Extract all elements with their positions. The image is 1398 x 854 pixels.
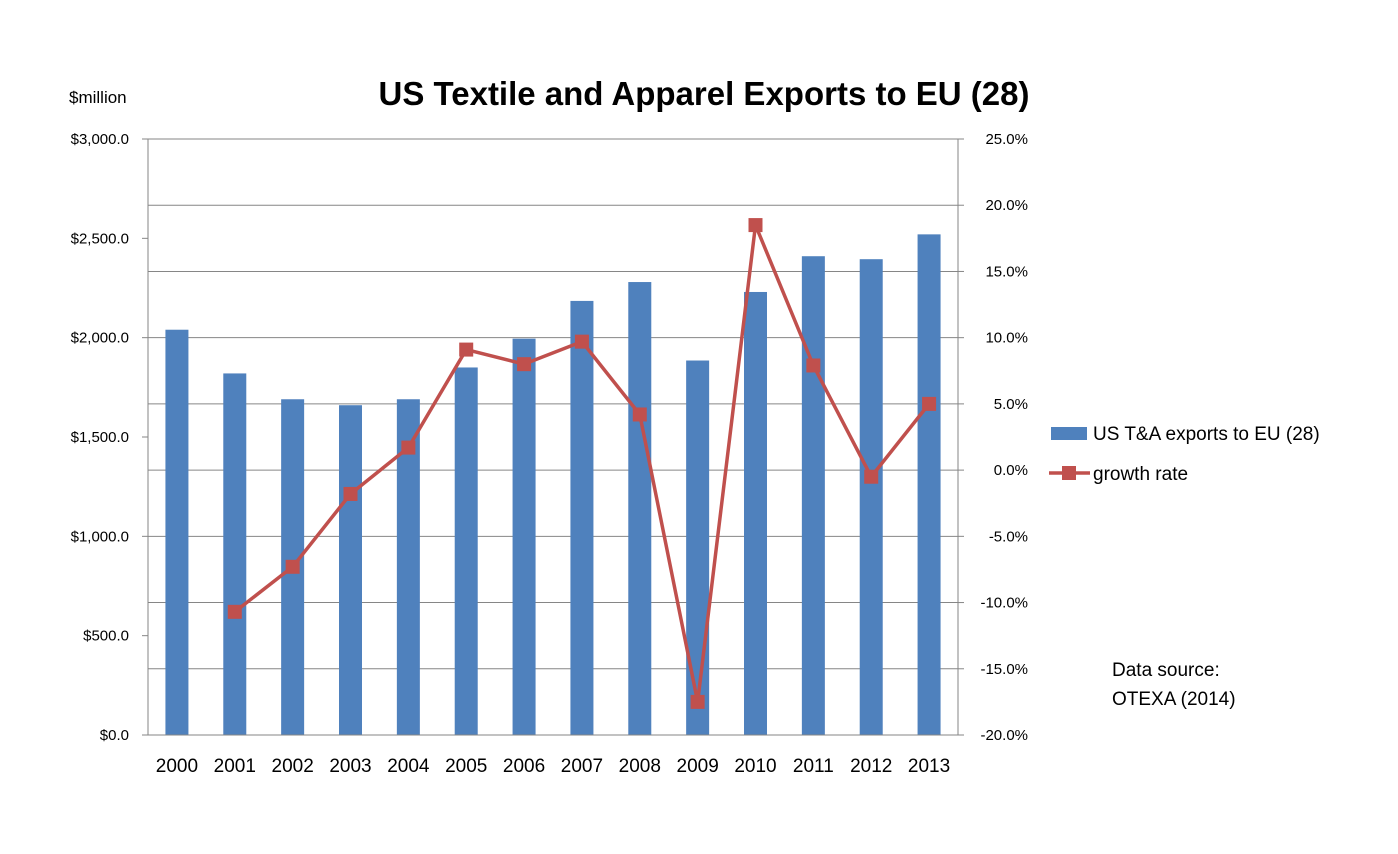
x-tick-label: 2013 [908,756,950,777]
growth-rate-marker [285,559,300,574]
legend-swatch-marker [1062,466,1076,480]
plot-frame [147,139,959,736]
bar [801,256,825,735]
growth-rate-marker [748,218,763,233]
bar [339,405,362,735]
bar [165,329,189,735]
bar-series [165,234,941,736]
x-axis: 2000 2001 2002 2003 2004 2005 2006 2007 2008 2009… [156,756,950,777]
x-tick-label: 2012 [850,756,892,777]
y-left-tick-label: $1,000.0 [71,528,129,545]
y-right-tick-label: 0.0% [994,462,1028,479]
y-axis-right: -20.0% -15.0% -10.0% -5.0% 0.0% 5.0% 10.0% 15.0… [958,131,1028,744]
y-left-tick-label: $2,000.0 [71,330,129,347]
growth-rate-marker [517,357,532,372]
growth-rate-marker [227,604,242,619]
growth-rate-marker [574,334,589,349]
source-line-2: OTEXA (2014) [1112,689,1236,710]
bar [744,291,767,735]
x-tick-label: 2000 [156,756,198,777]
x-tick-label: 2007 [561,756,603,777]
bar [686,360,710,735]
legend-swatch-bar [1051,427,1087,440]
x-tick-label: 2011 [793,756,834,777]
y-right-tick-label: 15.0% [985,263,1028,280]
growth-rate-marker [401,440,416,455]
legend: US T&A exports to EU (28) growth rate [1049,424,1320,485]
growth-rate-marker [864,469,879,484]
y-left-tick-label: $2,500.0 [71,230,129,247]
gridlines [148,138,958,736]
x-tick-label: 2003 [329,756,371,777]
chart-title: US Textile and Apparel Exports to EU (28… [379,75,1030,112]
bar [917,234,941,736]
bar [512,338,536,735]
bar [628,282,652,735]
x-tick-label: 2002 [272,756,314,777]
x-tick-label: 2001 [214,756,256,777]
y-left-tick-label: $3,000.0 [71,131,129,148]
x-tick-label: 2008 [619,756,661,777]
y-right-tick-label: -5.0% [989,528,1028,545]
bar [859,259,883,735]
growth-rate-marker [343,486,358,501]
bar [396,399,420,735]
x-tick-label: 2006 [503,756,545,777]
bar [223,373,247,735]
y-axis-left: $0.0 $500.0 $1,000.0 $1,500.0 $2,000.0 $2,500… [71,131,148,744]
growth-rate-marker [690,694,705,709]
legend-label-line: growth rate [1093,464,1188,485]
y-right-tick-label: 10.0% [985,330,1028,347]
legend-label-bar: US T&A exports to EU (28) [1093,424,1320,445]
x-tick-label: 2009 [677,756,719,777]
growth-rate-marker [922,396,937,411]
y-right-tick-label: 20.0% [985,197,1028,214]
y-left-tick-label: $0.0 [100,727,129,744]
bar [454,367,478,735]
y-left-tick-label: $1,500.0 [71,429,129,446]
y-right-tick-label: 5.0% [994,396,1028,413]
y-right-tick-label: -15.0% [980,661,1028,678]
y-axis-unit-label: $million [69,88,127,107]
source-line-1: Data source: [1112,660,1220,681]
data-source-annotation: Data source: OTEXA (2014) [1112,660,1236,710]
x-tick-label: 2004 [387,756,430,777]
growth-rate-marker [806,358,821,373]
x-tick-label: 2010 [734,756,776,777]
y-right-tick-label: -10.0% [980,595,1028,612]
growth-rate-marker [459,342,474,357]
bar [570,300,594,735]
y-right-tick-label: 25.0% [985,131,1028,148]
y-right-tick-label: -20.0% [980,727,1028,744]
y-left-tick-label: $500.0 [83,628,129,645]
x-tick-label: 2005 [445,756,487,777]
growth-rate-series [227,218,937,709]
growth-rate-marker [632,407,647,422]
